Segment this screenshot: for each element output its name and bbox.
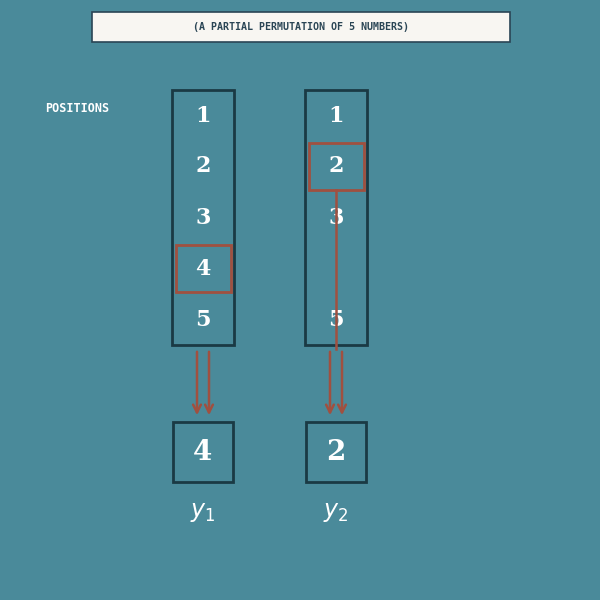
Text: 3: 3 bbox=[328, 206, 344, 229]
Bar bbox=[176, 245, 230, 292]
Text: 3: 3 bbox=[196, 206, 211, 229]
Text: 2: 2 bbox=[328, 155, 344, 178]
Text: 5: 5 bbox=[328, 308, 344, 331]
Text: 4: 4 bbox=[196, 257, 211, 280]
Bar bbox=[172, 90, 234, 345]
Bar bbox=[305, 90, 367, 345]
Text: POSITIONS: POSITIONS bbox=[45, 101, 109, 115]
Text: $\mathit{y}_2$: $\mathit{y}_2$ bbox=[323, 500, 349, 524]
Bar bbox=[173, 422, 233, 482]
Text: 1: 1 bbox=[195, 104, 211, 127]
Text: 5: 5 bbox=[195, 308, 211, 331]
Bar bbox=[308, 143, 364, 190]
Bar bbox=[92, 12, 510, 42]
Text: 2: 2 bbox=[326, 439, 346, 466]
Text: (A PARTIAL PERMUTATION OF 5 NUMBERS): (A PARTIAL PERMUTATION OF 5 NUMBERS) bbox=[193, 22, 409, 32]
Text: $\mathit{y}_1$: $\mathit{y}_1$ bbox=[190, 500, 216, 524]
Text: 2: 2 bbox=[195, 155, 211, 178]
Text: 4: 4 bbox=[193, 439, 212, 466]
Text: 1: 1 bbox=[328, 104, 344, 127]
Bar bbox=[306, 422, 366, 482]
